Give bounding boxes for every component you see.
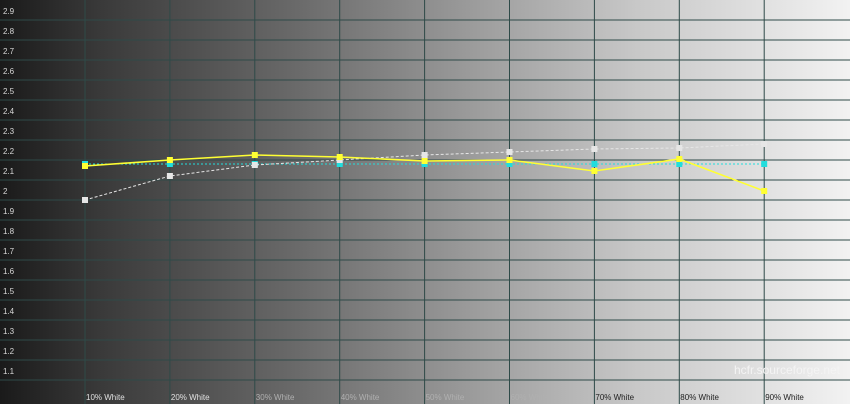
y-tick-label: 1.6	[3, 267, 15, 276]
y-tick-label: 2.9	[3, 7, 15, 16]
data-point	[761, 161, 768, 167]
y-tick-label: 1.7	[3, 247, 15, 256]
x-tick-label: 20% White	[171, 393, 210, 402]
x-tick-label: 50% White	[426, 393, 465, 402]
y-tick-label: 2.2	[3, 147, 15, 156]
data-point	[336, 154, 343, 160]
data-point	[676, 156, 683, 162]
y-tick-label: 2.3	[3, 127, 15, 136]
data-point	[761, 141, 768, 147]
x-tick-label: 70% White	[595, 393, 634, 402]
y-tick-label: 2.8	[3, 27, 15, 36]
data-point	[166, 157, 173, 163]
data-point	[506, 157, 513, 163]
data-point	[82, 163, 88, 169]
data-point	[761, 188, 768, 194]
data-point	[166, 161, 173, 167]
data-point	[591, 168, 598, 174]
data-point	[251, 162, 258, 168]
data-point	[421, 152, 428, 158]
data-point	[82, 197, 88, 203]
data-point	[421, 158, 428, 164]
y-tick-label: 2.6	[3, 67, 15, 76]
y-tick-label: 2.5	[3, 87, 15, 96]
y-tick-label: 1.5	[3, 287, 15, 296]
x-tick-label: 10% White	[86, 393, 125, 402]
data-point	[166, 173, 173, 179]
data-point	[336, 161, 343, 167]
x-tick-label: 30% White	[256, 393, 295, 402]
x-tick-label: 80% White	[680, 393, 719, 402]
y-tick-label: 1.4	[3, 307, 15, 316]
y-tick-label: 2.1	[3, 167, 15, 176]
data-point	[506, 161, 513, 167]
series-line	[84, 143, 765, 201]
data-point	[676, 145, 683, 151]
watermark: hcfr.sourceforge.net	[733, 363, 840, 377]
data-point	[676, 161, 683, 167]
y-tick-label: 1.9	[3, 207, 15, 216]
data-point	[506, 149, 513, 155]
data-point	[591, 146, 598, 152]
y-tick-label: 1.2	[3, 347, 15, 356]
y-tick-label: 1.1	[3, 367, 15, 376]
x-tick-label: 40% White	[341, 393, 380, 402]
data-point	[591, 161, 598, 167]
data-point	[251, 152, 258, 158]
x-tick-label: 60% White	[511, 393, 550, 402]
y-tick-label: 1.3	[3, 327, 15, 336]
y-tick-label: 2	[3, 187, 8, 196]
y-tick-label: 1.8	[3, 227, 15, 236]
x-tick-label: 90% White	[765, 393, 804, 402]
y-tick-label: 2.4	[3, 107, 15, 116]
y-tick-label: 2.7	[3, 47, 15, 56]
